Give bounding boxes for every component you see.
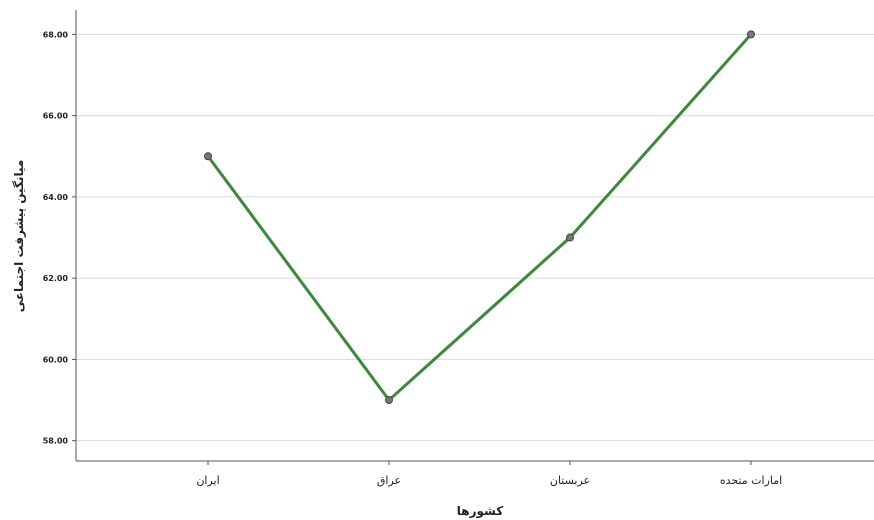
x-axis-title: کشورها [457,504,503,519]
y-axis-ticks: 58.00 60.00 62.00 64.00 66.00 68.00 [43,30,76,446]
x-tick-label: عراق [377,474,401,487]
x-axis-ticks: ایران عراق عربستان امارات متحده [196,461,782,487]
data-point [747,30,755,39]
x-tick-label: عربستان [550,474,590,487]
data-point [566,233,574,242]
y-tick-label: 66.00 [43,112,69,121]
x-tick-label: امارات متحده [720,474,782,487]
data-markers [204,30,755,405]
y-tick-label: 58.00 [43,437,69,446]
data-point [385,396,393,405]
y-tick-label: 62.00 [43,274,69,283]
grid-lines [76,33,874,442]
x-tick-label: ایران [196,474,219,487]
y-tick-label: 68.00 [43,30,69,39]
y-tick-label: 64.00 [43,193,69,202]
series-line [206,33,753,402]
y-axis-title: میانگین پیشرفت اجتماعی [12,160,26,313]
y-tick-label: 60.00 [43,355,69,364]
data-point [204,152,212,161]
